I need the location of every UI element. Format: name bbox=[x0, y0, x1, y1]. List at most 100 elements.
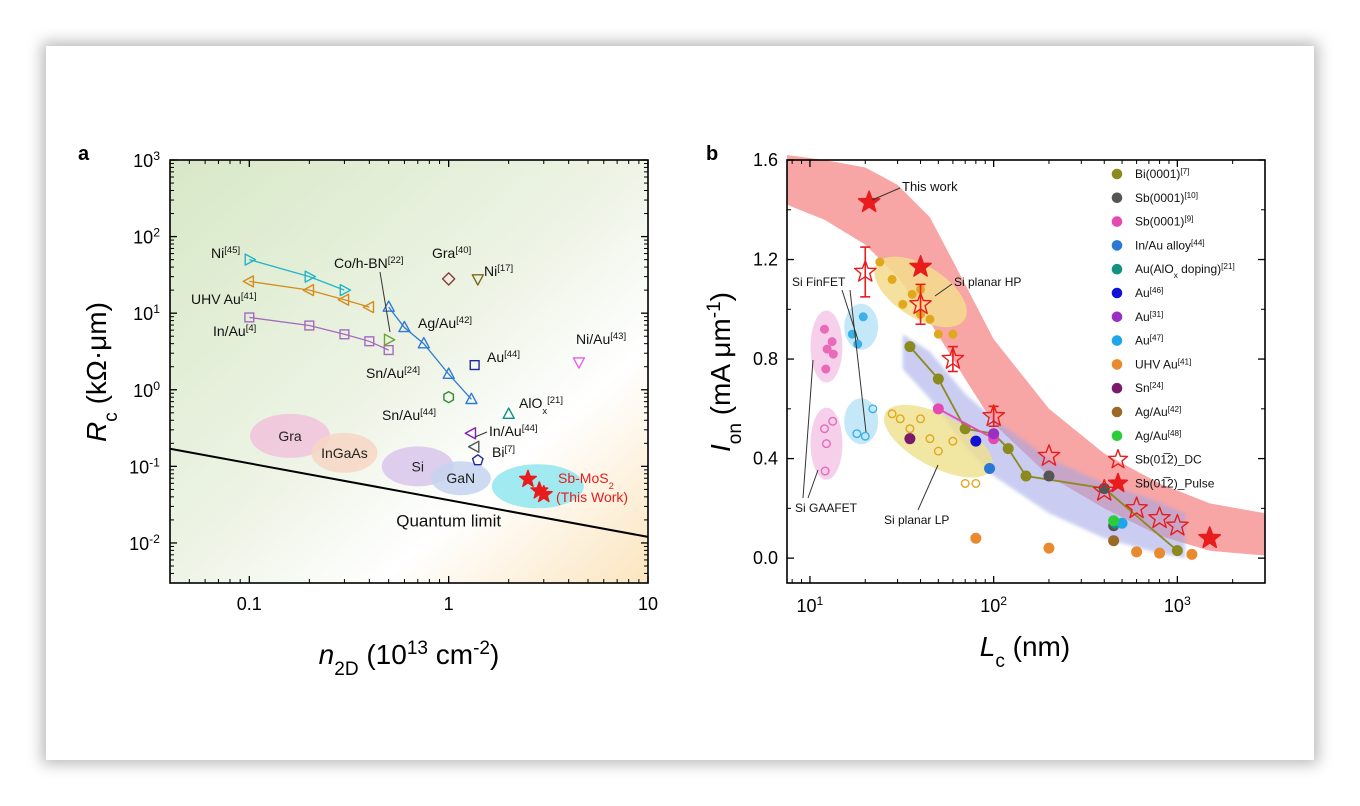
data-point-12-0 bbox=[467, 440, 480, 453]
data-point-0-0 bbox=[244, 253, 257, 266]
data-point-2-0 bbox=[244, 312, 255, 323]
label-uhv41-part: [41] bbox=[241, 291, 257, 302]
legend-label-11: Ag/Au[48] bbox=[1135, 428, 1181, 443]
data-point-b-0-1 bbox=[932, 373, 944, 385]
y-tick-label: 10-2 bbox=[129, 532, 160, 554]
label-snau44-part: [44] bbox=[420, 407, 436, 418]
label-inau44-part: [44] bbox=[522, 423, 538, 434]
b-x-tick-label: 101 bbox=[797, 594, 824, 616]
si-point-lp-0 bbox=[887, 409, 897, 419]
si-point-gaafetBot-1 bbox=[821, 439, 831, 449]
data-point-b-6-0 bbox=[988, 428, 1000, 440]
label-si-planar-hp-part: Si planar HP bbox=[954, 275, 1021, 289]
data-point-0-1 bbox=[304, 270, 317, 283]
legend-marker-11 bbox=[1111, 430, 1123, 442]
data-point-4-3 bbox=[442, 367, 455, 379]
data-point-2-1 bbox=[304, 320, 315, 331]
b-y-axis-title-part: -1 bbox=[704, 301, 725, 318]
panel-a-axis-labels: n2D (1013 cm-2)Rc (kΩ·μm) bbox=[81, 302, 499, 679]
si-point-hp-3 bbox=[907, 289, 917, 299]
data-point-2-2 bbox=[339, 329, 350, 340]
panel-a-letter: a bbox=[78, 143, 90, 165]
label-si-planar-lp-part: Si planar LP bbox=[884, 513, 949, 527]
data-point-2-4 bbox=[383, 344, 394, 356]
data-point-14-2 bbox=[534, 485, 553, 503]
legend-label-6-part: Au bbox=[1135, 310, 1150, 324]
y-axis-title-part: c bbox=[101, 412, 122, 422]
leader-hp bbox=[934, 283, 953, 297]
data-point-b-8-4 bbox=[1186, 548, 1198, 560]
legend-label-11-part: Ag/Au bbox=[1135, 429, 1168, 443]
legend-label-0-part: [7] bbox=[1180, 167, 1189, 176]
data-point-b-1-0 bbox=[1043, 470, 1055, 482]
si-point-gaafetTop-3 bbox=[827, 337, 837, 347]
legend-label-7-part: Au bbox=[1135, 334, 1150, 348]
b-y-tick-label: 0.8 bbox=[753, 349, 778, 369]
label-niau43-part: [43] bbox=[610, 331, 626, 342]
data-point-b-11-0 bbox=[1108, 515, 1120, 527]
label-alox-part: AlO bbox=[519, 395, 542, 411]
label-au44: Au[44] bbox=[487, 349, 520, 366]
legend-label-12-part: Sb(01̅2)_DC bbox=[1135, 453, 1202, 467]
legend-marker-5 bbox=[1111, 287, 1123, 299]
label-si-gaafet: Si GAAFET bbox=[795, 501, 858, 515]
panel-b-series bbox=[853, 190, 1222, 560]
label-snau24-part: [24] bbox=[404, 365, 420, 376]
legend-label-2-part: Sb(0001) bbox=[1135, 215, 1184, 229]
x-tick-label: 10 bbox=[638, 594, 658, 614]
label-inau4-part: [4] bbox=[246, 323, 257, 334]
label-uhv41: UHV Au[41] bbox=[191, 291, 257, 308]
x-axis-title-part: 2D bbox=[334, 659, 358, 680]
series-line-4 bbox=[388, 306, 472, 400]
label-cohbn-part: Co/h-BN bbox=[334, 255, 388, 271]
panel-b-legend: Bi(0001)[7]Sb(0001)[10]Sb(0001)[9]In/Au … bbox=[1107, 167, 1235, 493]
legend-label-1-part: Sb(0001) bbox=[1135, 191, 1184, 205]
si-point-hp-0 bbox=[875, 257, 885, 267]
legend-marker-12 bbox=[1107, 448, 1129, 469]
label-inau4: In/Au[4] bbox=[213, 323, 256, 340]
b-x-tick-label: 102 bbox=[980, 594, 1007, 616]
x-tick-label-part: 10 bbox=[638, 594, 658, 614]
legend-marker-2 bbox=[1111, 216, 1123, 227]
data-point-b-10-0 bbox=[1108, 535, 1120, 547]
label-niau43: Ni/Au[43] bbox=[576, 331, 626, 348]
data-point-6-0 bbox=[471, 274, 484, 286]
si-point-hp-1 bbox=[887, 274, 897, 284]
y-axis-title: Rc (kΩ·μm) bbox=[81, 302, 122, 442]
data-point-b-8-1 bbox=[1043, 542, 1055, 554]
label-this-work: This work bbox=[902, 179, 958, 194]
label-cohbn-part: [22] bbox=[388, 255, 404, 266]
legend-label-5: Au[46] bbox=[1135, 286, 1163, 301]
legend-label-4-part: x bbox=[1174, 271, 1178, 280]
si-point-gaafetTop-1 bbox=[822, 344, 832, 354]
panel-a-labels: Ni[45]UHV Au[41]In/Au[4]Co/h-BN[22]Ag/Au… bbox=[191, 245, 628, 506]
legend-label-9-part: Sn bbox=[1135, 381, 1150, 395]
legend-label-8-part: UHV Au bbox=[1135, 357, 1178, 371]
x-axis-title-part: ) bbox=[490, 639, 499, 670]
legend-label-5-part: [46] bbox=[1150, 286, 1164, 295]
series-line-b-2 bbox=[937, 408, 995, 440]
leader-finfet-1 bbox=[841, 289, 859, 341]
b-y-tick-label-part: 1.6 bbox=[753, 150, 778, 170]
legend-label-4-part: [21] bbox=[1221, 262, 1235, 271]
region-gaafet-bottom bbox=[810, 407, 843, 480]
label-ni45: Ni[45] bbox=[211, 245, 240, 262]
label-si-finfet: Si FinFET bbox=[792, 275, 846, 289]
label-alox-part: x bbox=[542, 406, 547, 417]
y-axis-title-part: R bbox=[81, 422, 112, 442]
label-agau42-part: [42] bbox=[456, 315, 472, 326]
b-x-axis-title-part: c bbox=[995, 651, 1005, 672]
label-ni17-part: [17] bbox=[497, 263, 513, 274]
legend-marker-13 bbox=[1107, 472, 1129, 493]
b-y-tick-label: 0.4 bbox=[753, 449, 778, 469]
legend-label-11-part: [48] bbox=[1168, 428, 1182, 437]
si-point-finTop-1 bbox=[858, 312, 868, 322]
star-pulse-0 bbox=[857, 190, 881, 213]
region-planar-lp bbox=[883, 404, 993, 478]
y-tick-label-part: 1 bbox=[153, 302, 160, 316]
data-point-14-0 bbox=[519, 469, 537, 487]
si-point-gaafetBot-2 bbox=[820, 466, 830, 476]
legend-label-1-part: [10] bbox=[1184, 190, 1198, 199]
leader-gaafet-2 bbox=[807, 469, 819, 499]
panel-b-frame bbox=[786, 159, 1266, 584]
